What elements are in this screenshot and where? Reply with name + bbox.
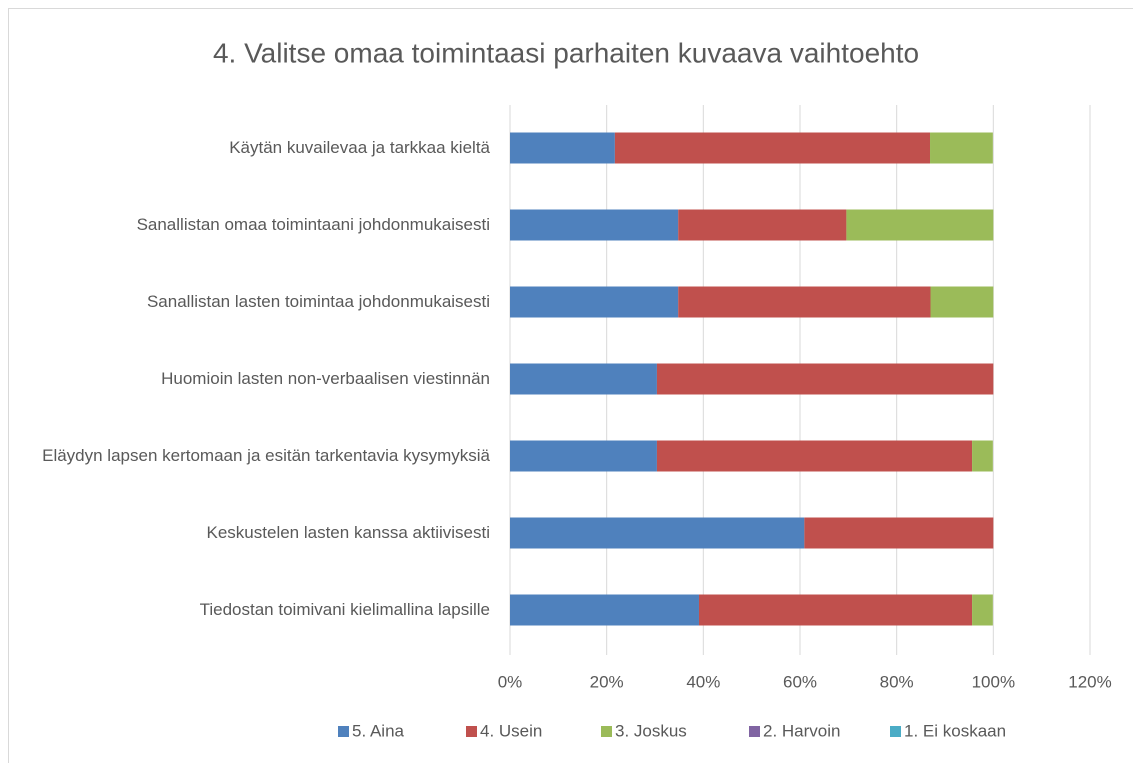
- bar-segment: [510, 132, 615, 164]
- bar-segment: [846, 209, 994, 241]
- bar-segment: [804, 517, 994, 549]
- y-tick-label-box: Sanallistan omaa toimintaani johdonmukai…: [137, 213, 490, 237]
- y-tick-label-box: Keskustelen lasten kanssa aktiivisesti: [207, 521, 490, 545]
- bar-segment: [510, 517, 805, 549]
- bar-segment: [972, 594, 993, 626]
- bar-segment: [698, 594, 973, 626]
- y-tick-label: Tiedostan toimivani kielimallina lapsill…: [199, 600, 490, 619]
- y-tick-label: Huomioin lasten non-verbaalisen viestinn…: [161, 369, 490, 388]
- legend-label: 1. Ei koskaan: [904, 721, 1006, 740]
- bar-segment: [972, 440, 993, 472]
- bar-segment: [656, 363, 994, 395]
- y-tick-label-box: Tiedostan toimivani kielimallina lapsill…: [200, 598, 490, 622]
- bar-segment: [930, 286, 994, 318]
- bar-segment: [930, 132, 993, 164]
- y-tick-label: Sanallistan lasten toimintaa johdonmukai…: [146, 292, 490, 311]
- y-tick-label-box: Huomioin lasten non-verbaalisen viestinn…: [161, 367, 490, 391]
- bar-segment: [510, 440, 657, 472]
- x-tick-label: 80%: [880, 672, 914, 691]
- x-tick-label: 0%: [498, 672, 523, 691]
- x-tick-label: 40%: [686, 672, 720, 691]
- y-tick-label: Käytän kuvailevaa ja tarkkaa kieltä: [229, 138, 490, 157]
- x-tick-label: 120%: [1068, 672, 1111, 691]
- y-tick-label-box: Käytän kuvailevaa ja tarkkaa kieltä: [229, 136, 490, 160]
- legend-swatch: [466, 726, 477, 737]
- bar-segment: [510, 363, 657, 395]
- legend-label: 4. Usein: [480, 721, 542, 740]
- bar-segment: [510, 594, 699, 626]
- legend-swatch: [749, 726, 760, 737]
- bar-segment: [614, 132, 931, 164]
- bar-segment: [678, 286, 931, 318]
- legend-label: 5. Aina: [352, 721, 405, 740]
- chart-title: 4. Valitse omaa toimintaasi parhaiten ku…: [213, 37, 919, 68]
- y-tick-label: Sanallistan omaa toimintaani johdonmukai…: [136, 215, 490, 234]
- x-tick-label: 60%: [783, 672, 817, 691]
- legend-label: 2. Harvoin: [763, 721, 840, 740]
- bar-segment: [678, 209, 847, 241]
- legend-label: 3. Joskus: [615, 721, 687, 740]
- legend-swatch: [338, 726, 349, 737]
- legend-swatch: [601, 726, 612, 737]
- y-tick-label: Eläydyn lapsen kertomaan ja esitän tarke…: [42, 446, 490, 465]
- legend-swatch: [890, 726, 901, 737]
- x-tick-label: 20%: [590, 672, 624, 691]
- y-tick-label: Keskustelen lasten kanssa aktiivisesti: [206, 523, 490, 542]
- y-tick-label-box: Sanallistan lasten toimintaa johdonmukai…: [147, 290, 490, 314]
- bar-segment: [656, 440, 973, 472]
- y-tick-label-box: Eläydyn lapsen kertomaan ja esitän tarke…: [42, 444, 490, 468]
- bar-segment: [510, 209, 679, 241]
- bar-segment: [510, 286, 679, 318]
- x-tick-label: 100%: [972, 672, 1015, 691]
